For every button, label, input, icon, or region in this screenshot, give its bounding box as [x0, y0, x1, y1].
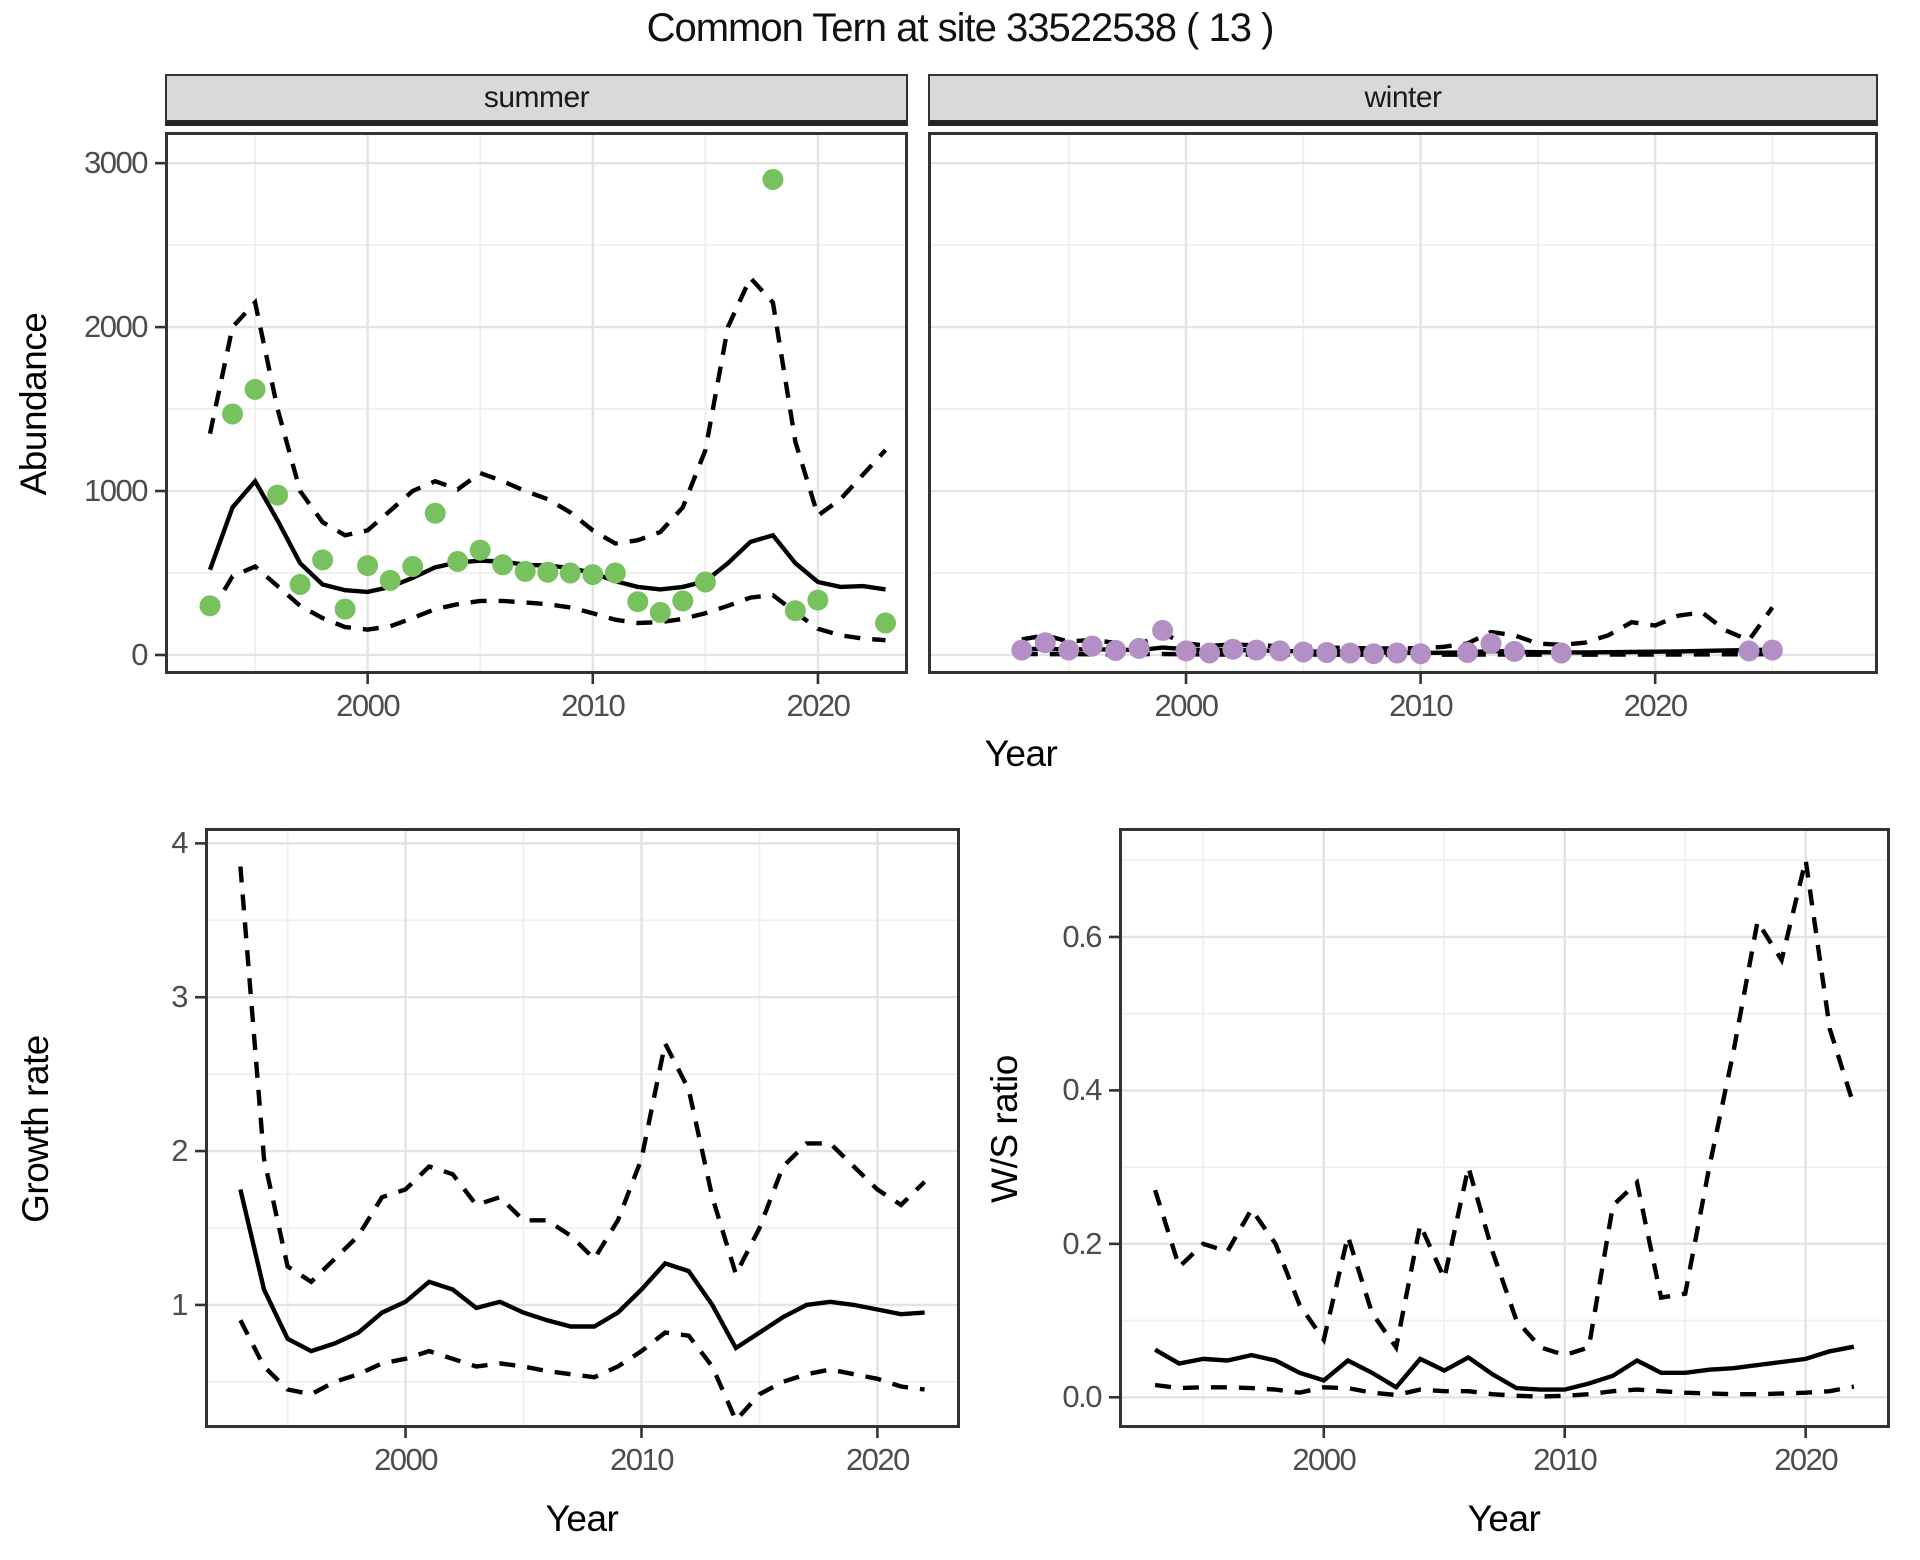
- data-point: [1128, 637, 1150, 659]
- panel-abundance-winter: [928, 132, 1878, 684]
- data-point: [1245, 639, 1267, 661]
- data-point: [334, 598, 356, 620]
- facet-strip-winter: winter: [928, 74, 1878, 126]
- series-lower_ci: [208, 563, 886, 643]
- data-point: [784, 600, 806, 622]
- data-point: [199, 595, 221, 617]
- x-tick-label: 2010: [1533, 1442, 1597, 1477]
- series-lower_ci: [238, 1319, 925, 1425]
- data-point: [1034, 632, 1056, 654]
- series-fit: [238, 1188, 925, 1354]
- data-point: [222, 403, 243, 425]
- data-point: [357, 555, 379, 577]
- data-point: [1292, 641, 1314, 663]
- data-point: [649, 601, 671, 623]
- data-point: [672, 590, 694, 612]
- data-point: [1152, 619, 1174, 641]
- series-lower_ci: [1154, 1382, 1855, 1399]
- data-point: [1386, 642, 1408, 664]
- x-tick-label: 2010: [561, 688, 625, 723]
- data-point: [582, 564, 604, 586]
- y-tick-label: 0: [131, 636, 148, 672]
- x-tick-label: 2000: [374, 1442, 438, 1477]
- data-point: [1058, 639, 1080, 661]
- data-point: [1363, 643, 1385, 665]
- data-point: [469, 539, 491, 561]
- data-point: [627, 591, 649, 613]
- data-point: [244, 378, 266, 400]
- data-point: [267, 484, 289, 506]
- x-axis-title-year-bottom-right: Year: [1467, 1498, 1541, 1539]
- facet-strip-summer-label: summer: [483, 81, 590, 114]
- y-tick-label: 3000: [84, 145, 148, 181]
- facet-strip-winter-label: winter: [1364, 81, 1442, 114]
- data-point: [424, 502, 446, 524]
- y-tick-label: 2000: [84, 309, 148, 345]
- y-tick-label: 1: [171, 1286, 188, 1322]
- y-tick-label: 1000: [84, 473, 148, 509]
- data-point: [1222, 638, 1244, 660]
- x-tick-label: 2020: [786, 688, 850, 723]
- x-tick-label: 2010: [1389, 688, 1453, 723]
- data-point: [807, 589, 829, 611]
- x-tick-label: 2000: [336, 688, 400, 723]
- data-point: [1738, 640, 1760, 662]
- page-title: Common Tern at site 33522538 ( 13 ): [646, 6, 1275, 50]
- data-point: [447, 551, 469, 572]
- y-tick-label: 3: [171, 979, 188, 1015]
- data-point: [875, 612, 896, 634]
- series-upper_ci: [238, 866, 927, 1285]
- x-tick-label: 2020: [1774, 1442, 1838, 1477]
- y-tick-label: 0.2: [1062, 1225, 1102, 1261]
- data-point: [312, 549, 334, 571]
- series-upper_ci: [1153, 859, 1856, 1358]
- data-point: [559, 562, 581, 584]
- data-point: [1339, 642, 1361, 664]
- data-point: [762, 169, 784, 190]
- data-point: [289, 574, 311, 595]
- data-point: [402, 556, 424, 577]
- data-point: [1175, 640, 1197, 662]
- y-tick-label: 2: [171, 1133, 188, 1169]
- data-point: [1550, 642, 1572, 664]
- data-point: [604, 562, 626, 584]
- data-point: [1199, 642, 1220, 664]
- panel-abundance-summer: [155, 132, 908, 684]
- x-axis-title-year-top: Year: [984, 733, 1058, 774]
- data-point: [1410, 643, 1432, 665]
- series-upper_ci: [207, 273, 888, 546]
- data-point: [1480, 633, 1502, 654]
- data-point: [1105, 639, 1127, 661]
- series-fit: [1154, 1344, 1855, 1392]
- panel-ws-ratio: [1109, 828, 1890, 1438]
- data-point: [492, 554, 514, 576]
- panel-growth-rate: [195, 828, 960, 1438]
- data-point: [1761, 639, 1783, 661]
- data-point: [1081, 635, 1103, 657]
- series-upper_ci: [1021, 606, 1775, 651]
- x-tick-label: 2020: [1623, 688, 1688, 723]
- data-point: [537, 561, 559, 583]
- x-tick-label: 2000: [1292, 1442, 1356, 1477]
- y-axis-title-growth-rate: Growth rate: [15, 1035, 56, 1223]
- x-tick-label: 2020: [845, 1442, 910, 1477]
- facet-strip-summer: summer: [165, 74, 908, 126]
- y-tick-label: 4: [171, 825, 188, 861]
- data-point: [1503, 640, 1525, 662]
- x-tick-label: 2010: [610, 1442, 674, 1477]
- data-point: [1011, 639, 1033, 661]
- x-axis-title-year-bottom-left: Year: [545, 1498, 619, 1539]
- data-point: [1269, 640, 1291, 662]
- data-point: [694, 571, 716, 593]
- data-point: [514, 560, 536, 582]
- y-tick-label: 0.4: [1062, 1072, 1102, 1108]
- data-point: [379, 569, 401, 591]
- y-tick-label: 0.0: [1062, 1379, 1102, 1415]
- data-point: [1316, 642, 1338, 663]
- data-point: [1457, 642, 1478, 663]
- y-tick-label: 0.6: [1062, 918, 1102, 954]
- x-tick-label: 2000: [1154, 688, 1219, 723]
